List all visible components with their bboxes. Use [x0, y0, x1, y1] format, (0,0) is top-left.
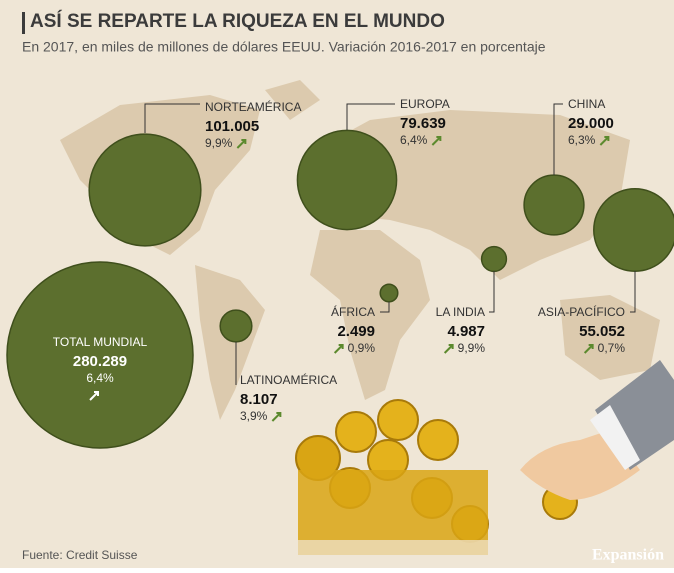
- region-change: 6,3%: [568, 133, 596, 147]
- region-change: 9,9%: [205, 136, 233, 150]
- leader-line: [630, 271, 636, 313]
- land: [195, 265, 265, 420]
- region-value: 2.499: [337, 323, 375, 340]
- region-name: ASIA-PACÍFICO: [538, 304, 625, 319]
- leader-line: [553, 103, 563, 175]
- bubble: [379, 283, 399, 303]
- bubble: [480, 245, 508, 273]
- region-value: 8.107: [240, 391, 278, 408]
- region-change: 3,9%: [240, 409, 268, 423]
- region-value: 4.987: [447, 323, 485, 340]
- region-name: ÁFRICA: [331, 304, 375, 319]
- bubble: [593, 188, 674, 272]
- title-bar: [22, 12, 25, 34]
- region-change: 9,9%: [458, 341, 486, 355]
- source: Fuente: Credit Suisse: [22, 548, 138, 562]
- coin: [335, 411, 377, 453]
- land: [560, 295, 660, 380]
- leader-line: [144, 103, 200, 133]
- region-change: 6,4%: [86, 371, 114, 385]
- change-arrow: [271, 412, 282, 422]
- region-name: LA INDIA: [436, 305, 485, 319]
- change-arrow: [236, 139, 247, 149]
- region-value: 29.000: [568, 115, 614, 132]
- title: ASÍ SE REPARTE LA RIQUEZA EN EL MUNDO: [30, 10, 445, 32]
- region-name: LATINOAMÉRICA: [240, 372, 337, 387]
- region-name: CHINA: [568, 97, 605, 111]
- bubble: [6, 261, 194, 449]
- change-arrow: [583, 344, 594, 354]
- region-value: 79.639: [400, 115, 446, 132]
- region-change: 0,9%: [348, 341, 376, 355]
- region-value: 101.005: [205, 118, 259, 135]
- change-arrow: [599, 136, 610, 146]
- coin: [377, 399, 419, 441]
- bubble: [219, 309, 253, 343]
- region-change: 6,4%: [400, 133, 428, 147]
- region-name: TOTAL MUNDIAL: [53, 335, 148, 349]
- logo: Expansión: [592, 547, 664, 564]
- bubble: [296, 129, 398, 231]
- hand: [520, 360, 674, 500]
- leader-line: [489, 271, 495, 313]
- change-arrow: [89, 391, 99, 401]
- change-arrow: [431, 136, 442, 146]
- land: [315, 110, 630, 280]
- region-change: 0,7%: [598, 341, 626, 355]
- region-value: 280.289: [73, 353, 127, 370]
- subtitle: En 2017, en miles de millones de dólares…: [22, 39, 546, 55]
- land: [310, 230, 430, 400]
- coin: [417, 419, 459, 461]
- leader-line: [346, 103, 395, 130]
- region-name: EUROPA: [400, 97, 450, 111]
- region-value: 55.052: [579, 323, 625, 340]
- leader-line: [380, 302, 390, 313]
- bubble: [523, 174, 585, 236]
- land: [265, 80, 320, 120]
- bubble: [88, 133, 202, 247]
- cuff: [590, 405, 640, 470]
- region-name: NORTEAMÉRICA: [205, 99, 301, 114]
- change-arrow: [333, 344, 344, 354]
- footer: [0, 540, 674, 568]
- change-arrow: [443, 344, 454, 354]
